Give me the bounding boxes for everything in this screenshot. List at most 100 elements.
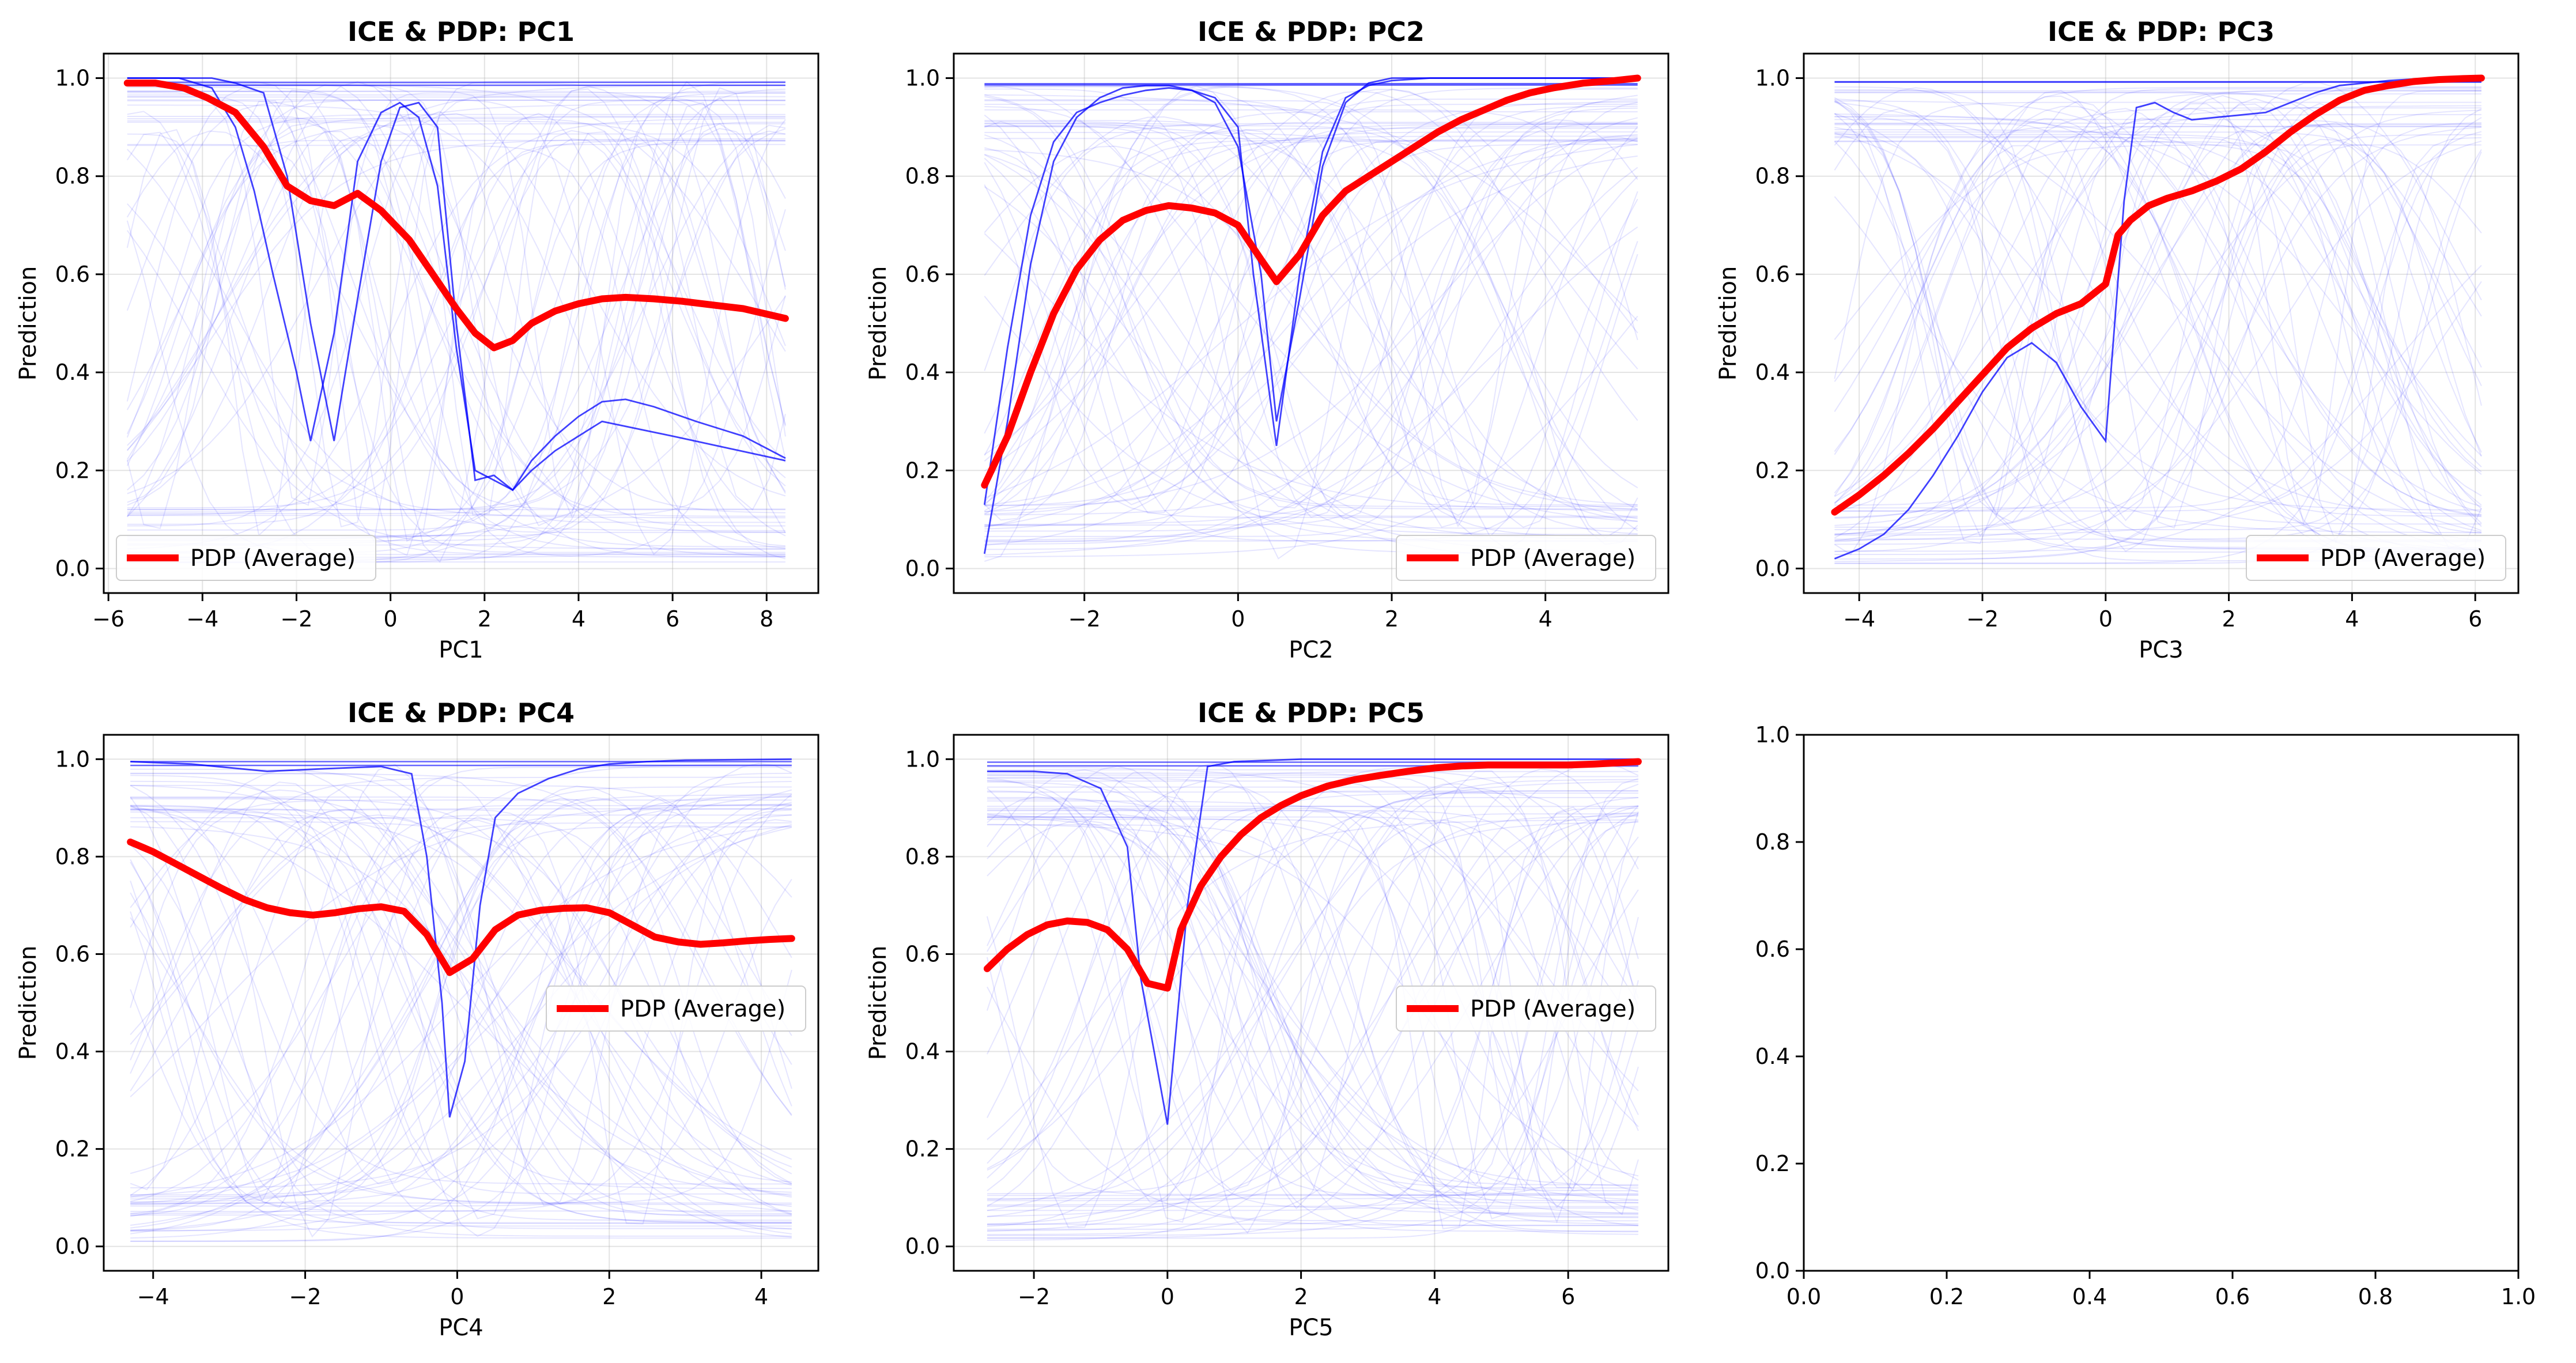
ice-curve [1834,122,2481,534]
ice-curve [987,807,1638,1230]
ice-curve [1834,145,2481,517]
ice-curve [126,122,785,533]
ice-curve [130,784,792,1193]
y-tick-label: 0.6 [55,262,90,287]
ice-curve [126,84,785,556]
ice-curve [130,785,792,1185]
ice-curve [987,811,1638,1227]
ice-curve [130,793,792,1232]
grid [104,54,818,593]
chart-title: ICE & PDP: PC3 [2048,16,2275,47]
ice-curve-highlight [130,758,792,1118]
x-tick-label: 2 [478,606,492,632]
ice-curve [130,808,792,1238]
y-axis-label: Prediction [1715,266,1742,381]
ice-curve [984,315,1638,558]
y-tick-label: 0.4 [1755,360,1790,385]
ice-curve [127,99,785,503]
y-tick-label: 0.8 [55,164,90,189]
ice-curve [987,779,1638,1195]
ice-curve [127,81,785,543]
ice-curve [987,796,1638,1234]
ice-curve [987,817,1639,1211]
y-tick-label: 0.2 [55,458,90,483]
ice-curve [127,96,786,437]
x-tick-label: 0.8 [2358,1284,2393,1309]
ice-curve [130,805,792,1238]
ice-curve [984,94,1638,510]
y-tick-label: 0.4 [905,360,940,385]
y-tick-label: 0.4 [55,1039,90,1064]
ice-curve [984,138,1638,526]
ice-curve [130,844,792,1237]
ice-curve [127,104,785,451]
ice-curve [984,94,1638,322]
ice-curve [127,120,786,346]
ice-curve [984,139,1638,543]
ice-curve [130,789,792,1196]
ice-curve [126,220,785,556]
ice-curve [1834,118,2482,552]
ice-curve [987,819,1638,1141]
ice-curve [127,86,785,558]
x-tick-label: 2 [1294,1284,1308,1309]
ice-curve [130,862,792,1227]
pdp-line [123,80,789,352]
ice-curve [130,805,792,1224]
series [983,758,1642,1125]
ice-curve [130,808,792,1239]
subplot-5: −2 0 2 4 6 0.0 0.2 0.4 0.6 0.8 1.0 ICE & PDP: PC5 PC… [865,697,1670,1341]
ice-curve [130,769,792,1234]
ice-curve [987,796,1638,1192]
x-tick-label: 2 [2222,606,2235,632]
y-tick-label: 0.6 [905,941,940,966]
x-tick-label: 4 [1427,1284,1441,1309]
y-tick-label: 0.0 [55,1234,90,1259]
ice-curve [987,806,1639,1225]
axes-frame [953,734,1670,1272]
ice-curve [987,811,1638,1206]
ice-curve [984,89,1638,472]
ice-curve [984,99,1638,514]
ice-curve [987,776,1638,1191]
ice-curve [130,892,792,1204]
y-tick-label: 1.0 [55,66,90,91]
ice-curve [1834,119,2482,406]
x-tick-label: 1.0 [2501,1284,2536,1309]
ice-curve [130,805,792,1224]
ice-curve [986,785,1638,1196]
ice-curve [130,819,792,1188]
ice-curve [1834,103,2482,552]
ice-curve [1834,92,2482,524]
ice-curve [987,856,1639,1199]
ice-curve [127,92,785,506]
subplot-4: −4 −2 0 2 4 0.0 0.2 0.4 0.6 0.8 1.0 ICE & PDP: PC4 P… [15,697,819,1341]
legend: PDP (Average) [1396,535,1656,581]
ice-curve [987,824,1638,1233]
ice-curve [987,798,1638,1195]
ice-curve [127,138,785,446]
ice-curve [987,797,1638,1211]
ice-curve [1834,82,2482,535]
ice-curve [984,121,1638,529]
ice-curve [1834,114,2481,535]
ice-curve [987,815,1638,1232]
x-tick-label: 2 [1385,606,1399,632]
ice-curve [130,794,792,1212]
ice-curve [127,88,786,513]
y-axis-label: Prediction [15,946,41,1060]
legend-label: PDP (Average) [1470,545,1636,572]
ice-curve [127,123,786,511]
ice-curves [130,761,792,1242]
ice-curve [1834,103,2482,542]
ice-curve [987,770,1639,1202]
ice-curve [987,774,1639,1224]
ice-curve [1834,110,2481,560]
x-tick-label: 4 [572,606,586,632]
ice-curve [127,81,785,514]
ice-curve [126,114,785,438]
ice-curve [127,149,785,531]
ice-curve [1834,122,2481,509]
ice-curve [1834,134,2481,552]
ice-curve [1834,100,2482,542]
